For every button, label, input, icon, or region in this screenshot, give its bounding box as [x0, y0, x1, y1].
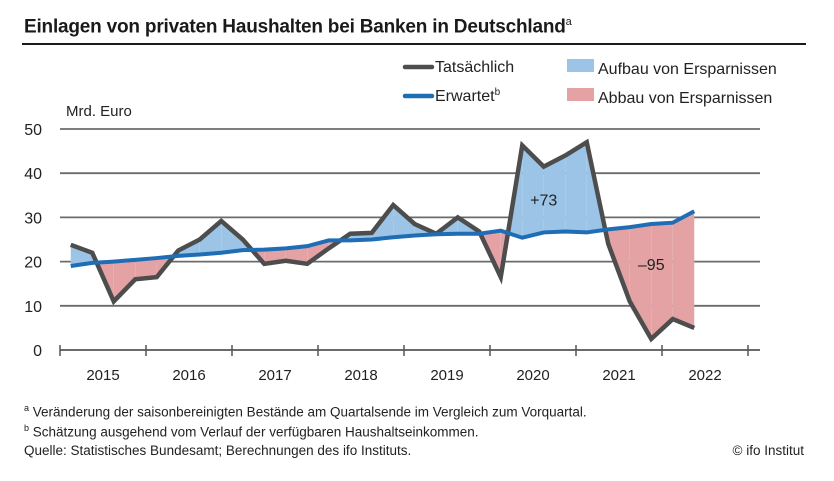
y-axis-label: Mrd. Euro: [66, 103, 132, 120]
y-tick-label: 30: [24, 210, 42, 227]
chart-title-text: Einlagen von privaten Haushalten bei Ban…: [24, 16, 566, 38]
x-tick-label: 2017: [258, 367, 291, 384]
fill-abbau: [113, 259, 136, 302]
legend-label: Tatsächlich: [435, 59, 514, 76]
x-tick-label: 2020: [516, 367, 549, 384]
footnote-b-marker: b: [24, 423, 30, 433]
fill-abbau: [651, 222, 673, 339]
axes: 0 10 20 30 40 50 2015 2016 2017 2018 2019 2020 2021 2…: [24, 103, 760, 384]
x-tick-label: 2021: [602, 367, 635, 384]
x-tick-label: 2022: [688, 367, 721, 384]
legend: Tatsächlich Erwartetb Aufbau von Ersparnis…: [402, 59, 777, 107]
annotation-label: –95: [638, 257, 665, 274]
footnote-a-text: Veränderung der saisonbereinigten Bestän…: [32, 404, 587, 420]
legend-patch-aufbau-icon: [567, 59, 594, 72]
footnote-a-marker: a: [24, 403, 30, 413]
x-tick-label: 2019: [430, 367, 463, 384]
series-line-tatsaechlich: [69, 138, 696, 343]
title-rule: [22, 43, 806, 45]
source-note: Quelle: Statistisches Bundesamt; Berechn…: [24, 443, 412, 458]
fill-aufbau: [393, 205, 415, 238]
chart: 0 10 20 30 40 50 2015 2016 2017 2018 2019 2020 2021 2…: [24, 59, 777, 384]
fill-aufbau: [565, 142, 587, 233]
fill-aufbau: [543, 155, 566, 233]
x-tick-label: 2015: [86, 367, 119, 384]
annotation-label: +73: [530, 193, 557, 210]
footnote-a: a Veränderung der saisonbereinigten Best…: [24, 403, 587, 420]
legend-label: Aufbau von Ersparnissen: [598, 61, 777, 78]
series-line-erwartet: [70, 209, 696, 268]
fill-areas: [70, 142, 695, 339]
title-footnote-marker: a: [565, 16, 572, 28]
x-tick-label: 2018: [344, 367, 377, 384]
legend-label: Abbau von Ersparnissen: [598, 90, 772, 107]
copyright: © ifo Institut: [732, 443, 804, 458]
y-tick-label: 50: [24, 122, 42, 139]
y-tick-label: 20: [24, 255, 42, 272]
footnote-b-text: Schätzung ausgehend vom Verlauf der verf…: [32, 424, 479, 440]
y-tick-label: 40: [24, 166, 42, 183]
fill-aufbau: [522, 145, 544, 238]
y-tick-label: 0: [33, 343, 42, 360]
legend-label-sup: b: [495, 87, 501, 98]
legend-patch-abbau-icon: [567, 88, 594, 101]
fill-abbau: [135, 258, 157, 280]
series-lines: [69, 138, 696, 343]
footnote-b: b Schätzung ausgehend vom Verlauf der ve…: [24, 423, 479, 440]
legend-label: Erwartetb: [435, 87, 501, 105]
chart-title: Einlagen von privaten Haushalten bei Ban…: [24, 16, 572, 38]
fill-aufbau: [70, 244, 93, 267]
fill-abbau: [672, 211, 695, 328]
fill-aufbau: [199, 220, 222, 255]
y-tick-label: 10: [24, 299, 42, 316]
fill-aufbau: [221, 220, 243, 253]
x-tick-label: 2016: [172, 367, 205, 384]
annotations: +73 –95: [530, 193, 665, 274]
